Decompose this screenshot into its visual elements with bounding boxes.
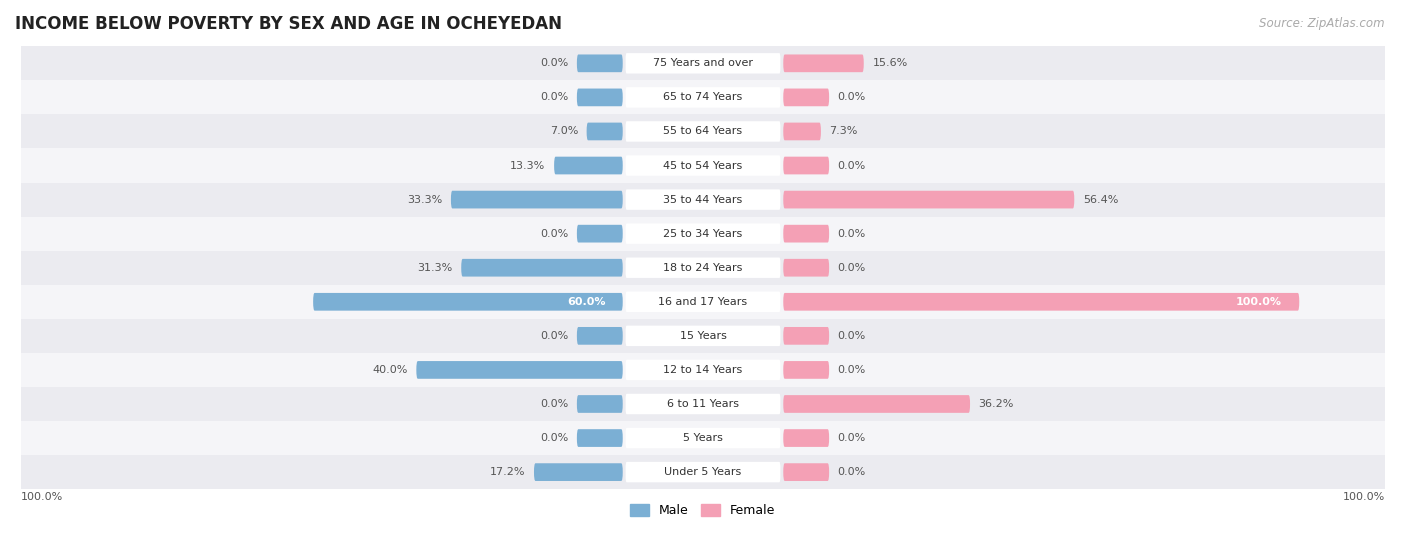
Text: 0.0%: 0.0%	[838, 433, 866, 443]
FancyBboxPatch shape	[783, 89, 830, 106]
FancyBboxPatch shape	[534, 463, 623, 481]
Text: 40.0%: 40.0%	[373, 365, 408, 375]
Legend: Male, Female: Male, Female	[626, 499, 780, 522]
Text: Under 5 Years: Under 5 Years	[665, 467, 741, 477]
Text: 0.0%: 0.0%	[540, 59, 568, 68]
Bar	[21, 387, 1385, 421]
Text: 31.3%: 31.3%	[418, 263, 453, 273]
FancyBboxPatch shape	[314, 293, 623, 311]
Text: 0.0%: 0.0%	[540, 399, 568, 409]
Text: Source: ZipAtlas.com: Source: ZipAtlas.com	[1260, 17, 1385, 30]
FancyBboxPatch shape	[626, 155, 780, 176]
Text: 100.0%: 100.0%	[1236, 297, 1282, 307]
FancyBboxPatch shape	[783, 327, 830, 345]
Text: 100.0%: 100.0%	[21, 492, 63, 502]
Text: 45 to 54 Years: 45 to 54 Years	[664, 161, 742, 171]
FancyBboxPatch shape	[451, 191, 623, 209]
Text: 0.0%: 0.0%	[540, 229, 568, 239]
FancyBboxPatch shape	[576, 429, 623, 447]
Text: 16 and 17 Years: 16 and 17 Years	[658, 297, 748, 307]
Text: 0.0%: 0.0%	[838, 93, 866, 103]
Text: 15 Years: 15 Years	[679, 331, 727, 341]
FancyBboxPatch shape	[576, 55, 623, 72]
Text: 0.0%: 0.0%	[838, 229, 866, 239]
FancyBboxPatch shape	[626, 53, 780, 74]
FancyBboxPatch shape	[783, 463, 830, 481]
FancyBboxPatch shape	[783, 225, 830, 243]
Bar	[21, 319, 1385, 353]
FancyBboxPatch shape	[626, 428, 780, 448]
Bar	[21, 114, 1385, 148]
Text: 25 to 34 Years: 25 to 34 Years	[664, 229, 742, 239]
Bar	[21, 421, 1385, 455]
FancyBboxPatch shape	[783, 429, 830, 447]
FancyBboxPatch shape	[626, 223, 780, 244]
FancyBboxPatch shape	[626, 462, 780, 482]
Text: INCOME BELOW POVERTY BY SEX AND AGE IN OCHEYEDAN: INCOME BELOW POVERTY BY SEX AND AGE IN O…	[15, 15, 562, 33]
FancyBboxPatch shape	[783, 259, 830, 277]
FancyBboxPatch shape	[783, 191, 1074, 209]
FancyBboxPatch shape	[626, 257, 780, 278]
Text: 0.0%: 0.0%	[838, 161, 866, 171]
Text: 7.3%: 7.3%	[830, 127, 858, 137]
FancyBboxPatch shape	[554, 157, 623, 175]
Bar	[21, 182, 1385, 217]
Text: 60.0%: 60.0%	[567, 297, 606, 307]
FancyBboxPatch shape	[576, 395, 623, 413]
Text: 6 to 11 Years: 6 to 11 Years	[666, 399, 740, 409]
Text: 0.0%: 0.0%	[540, 331, 568, 341]
FancyBboxPatch shape	[626, 394, 780, 414]
Text: 5 Years: 5 Years	[683, 433, 723, 443]
Text: 0.0%: 0.0%	[838, 331, 866, 341]
FancyBboxPatch shape	[626, 326, 780, 346]
Bar	[21, 353, 1385, 387]
FancyBboxPatch shape	[626, 121, 780, 142]
FancyBboxPatch shape	[626, 87, 780, 108]
Bar	[21, 285, 1385, 319]
Bar	[21, 80, 1385, 114]
Text: 65 to 74 Years: 65 to 74 Years	[664, 93, 742, 103]
Text: 12 to 14 Years: 12 to 14 Years	[664, 365, 742, 375]
FancyBboxPatch shape	[783, 55, 863, 72]
FancyBboxPatch shape	[783, 293, 1299, 311]
Bar	[21, 148, 1385, 182]
Text: 17.2%: 17.2%	[489, 467, 526, 477]
FancyBboxPatch shape	[783, 123, 821, 140]
FancyBboxPatch shape	[783, 361, 830, 379]
Text: 35 to 44 Years: 35 to 44 Years	[664, 195, 742, 205]
Text: 75 Years and over: 75 Years and over	[652, 59, 754, 68]
FancyBboxPatch shape	[586, 123, 623, 140]
FancyBboxPatch shape	[576, 89, 623, 106]
Bar	[21, 251, 1385, 285]
Text: 55 to 64 Years: 55 to 64 Years	[664, 127, 742, 137]
Text: 0.0%: 0.0%	[838, 467, 866, 477]
FancyBboxPatch shape	[783, 395, 970, 413]
FancyBboxPatch shape	[576, 225, 623, 243]
Text: 33.3%: 33.3%	[408, 195, 443, 205]
Text: 36.2%: 36.2%	[979, 399, 1014, 409]
Text: 0.0%: 0.0%	[540, 93, 568, 103]
Bar	[21, 46, 1385, 80]
Text: 56.4%: 56.4%	[1083, 195, 1118, 205]
FancyBboxPatch shape	[416, 361, 623, 379]
Text: 0.0%: 0.0%	[540, 433, 568, 443]
Text: 100.0%: 100.0%	[1343, 492, 1385, 502]
Text: 18 to 24 Years: 18 to 24 Years	[664, 263, 742, 273]
Text: 7.0%: 7.0%	[550, 127, 578, 137]
Text: 0.0%: 0.0%	[838, 365, 866, 375]
FancyBboxPatch shape	[626, 189, 780, 210]
Text: 13.3%: 13.3%	[510, 161, 546, 171]
Bar	[21, 455, 1385, 489]
FancyBboxPatch shape	[626, 360, 780, 380]
FancyBboxPatch shape	[783, 157, 830, 175]
FancyBboxPatch shape	[461, 259, 623, 277]
FancyBboxPatch shape	[576, 327, 623, 345]
Text: 0.0%: 0.0%	[838, 263, 866, 273]
Text: 15.6%: 15.6%	[872, 59, 908, 68]
Bar	[21, 217, 1385, 251]
FancyBboxPatch shape	[626, 292, 780, 312]
